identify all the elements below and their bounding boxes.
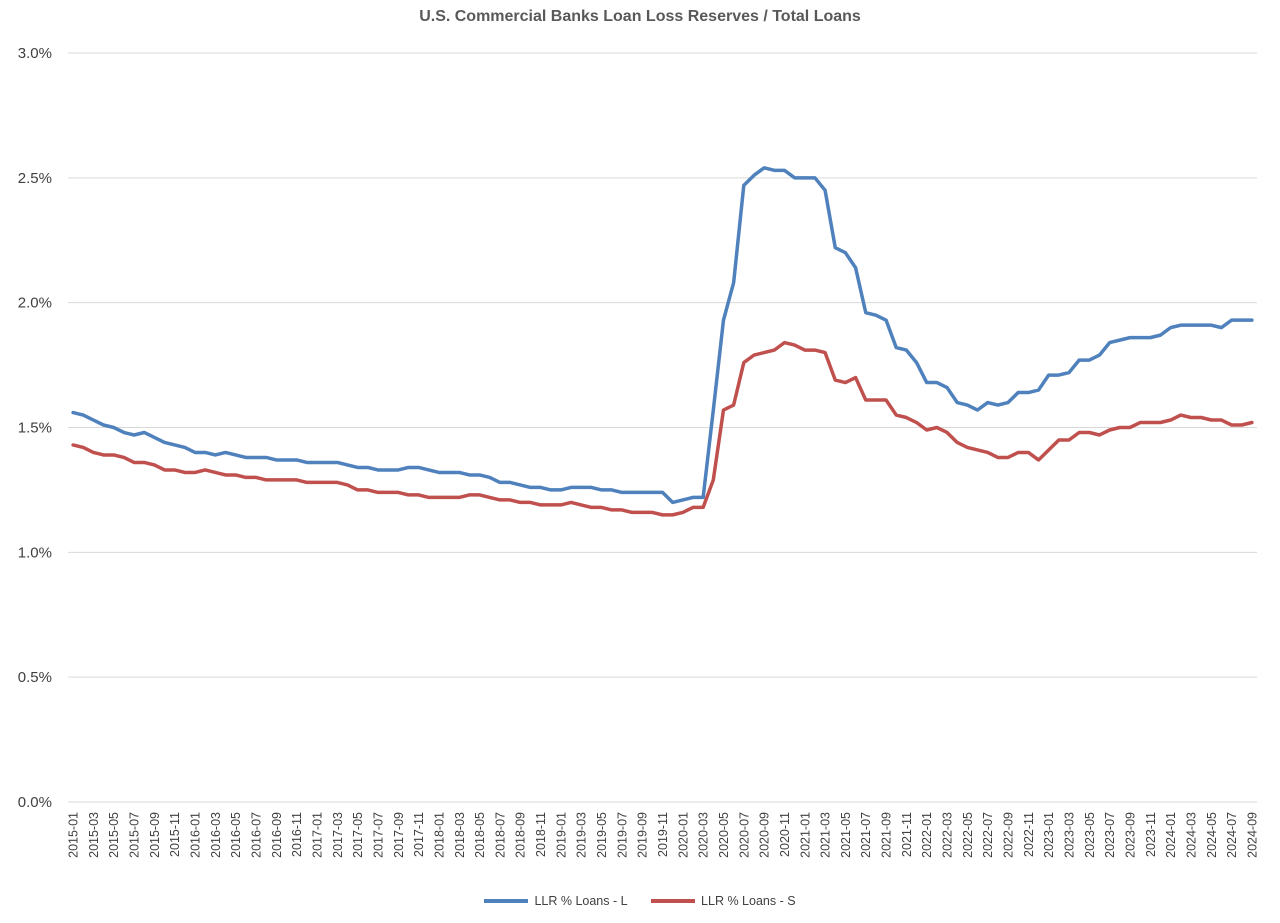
- x-tick-label: 2018-01: [432, 812, 446, 858]
- x-axis-ticks: 2015-01 2015-03 2015-05 2015-07 2015-09 2015-…: [67, 812, 1260, 858]
- x-tick-label: 2021-09: [880, 812, 894, 858]
- x-tick-label: 2021-07: [859, 812, 873, 858]
- x-tick-label: 2018-07: [493, 812, 507, 858]
- x-tick-label: 2018-05: [473, 812, 487, 858]
- x-tick-label: 2019-03: [575, 812, 589, 858]
- y-tick-label: 0.5%: [18, 669, 52, 686]
- y-axis-ticks: 0.0% 0.5% 1.0% 1.5% 2.0% 2.5% 3.0%: [18, 45, 52, 811]
- x-tick-label: 2021-01: [798, 812, 812, 858]
- x-tick-label: 2019-05: [595, 812, 609, 858]
- x-tick-label: 2024-07: [1225, 812, 1239, 858]
- series-lines: [71, 166, 1254, 517]
- x-tick-label: 2019-07: [615, 812, 629, 858]
- x-tick-label: 2017-11: [412, 812, 426, 857]
- series-line-s: [71, 340, 1254, 517]
- gridlines: [68, 52, 1257, 803]
- x-tick-label: 2019-11: [656, 812, 670, 857]
- x-tick-label: 2019-01: [554, 812, 568, 858]
- x-tick-label: 2023-01: [1042, 812, 1056, 858]
- x-tick-label: 2020-05: [717, 812, 731, 858]
- legend: LLR % Loans - L LLR % Loans - S: [0, 893, 1280, 908]
- legend-item-l: LLR % Loans - L: [484, 893, 628, 908]
- x-tick-label: 2016-07: [250, 812, 264, 858]
- x-tick-label: 2023-05: [1083, 812, 1097, 858]
- x-tick-label: 2016-05: [229, 812, 243, 858]
- x-tick-label: 2023-09: [1123, 812, 1137, 858]
- y-tick-label: 1.0%: [18, 544, 52, 561]
- x-tick-label: 2018-11: [534, 812, 548, 857]
- x-tick-label: 2022-03: [941, 812, 955, 858]
- x-tick-label: 2022-05: [961, 812, 975, 858]
- x-tick-label: 2023-03: [1062, 812, 1076, 858]
- x-tick-label: 2022-09: [1002, 812, 1016, 858]
- y-tick-label: 1.5%: [18, 420, 52, 437]
- x-tick-label: 2017-09: [392, 812, 406, 858]
- y-tick-label: 2.5%: [18, 170, 52, 187]
- x-tick-label: 2015-07: [128, 812, 142, 858]
- x-tick-label: 2016-03: [209, 812, 223, 858]
- x-tick-label: 2015-09: [148, 812, 162, 858]
- x-tick-label: 2016-11: [290, 812, 304, 857]
- x-tick-label: 2024-05: [1205, 812, 1219, 858]
- x-tick-label: 2018-09: [514, 812, 528, 858]
- x-tick-label: 2019-09: [636, 812, 650, 858]
- x-tick-label: 2017-03: [331, 812, 345, 858]
- y-tick-label: 0.0%: [18, 794, 52, 811]
- x-tick-label: 2024-09: [1245, 812, 1259, 858]
- x-tick-label: 2021-03: [819, 812, 833, 858]
- x-tick-label: 2017-07: [371, 812, 385, 858]
- x-tick-label: 2021-05: [839, 812, 853, 858]
- x-tick-label: 2020-09: [758, 812, 772, 858]
- legend-item-s: LLR % Loans - S: [651, 894, 796, 908]
- x-tick-label: 2020-03: [697, 812, 711, 858]
- legend-label-s: LLR % Loans - S: [701, 893, 796, 908]
- y-tick-label: 2.0%: [18, 295, 52, 312]
- x-tick-label: 2023-07: [1103, 812, 1117, 858]
- x-tick-label: 2020-11: [778, 812, 792, 857]
- x-tick-label: 2015-11: [168, 812, 182, 857]
- series-line-l: [71, 166, 1254, 505]
- x-tick-label: 2017-05: [351, 812, 365, 858]
- x-tick-label: 2015-01: [67, 812, 81, 858]
- x-tick-label: 2020-01: [676, 812, 690, 858]
- x-tick-label: 2024-01: [1164, 812, 1178, 858]
- x-tick-label: 2022-11: [1022, 812, 1036, 857]
- x-tick-label: 2016-01: [189, 812, 203, 858]
- x-tick-label: 2016-09: [270, 812, 284, 858]
- legend-swatch-l: [484, 899, 529, 904]
- x-tick-label: 2018-03: [453, 812, 467, 858]
- x-tick-label: 2022-01: [920, 812, 934, 858]
- x-tick-label: 2022-07: [981, 812, 995, 858]
- x-tick-label: 2020-07: [737, 812, 751, 858]
- x-tick-label: 2023-11: [1144, 812, 1158, 857]
- x-tick-label: 2021-11: [900, 812, 914, 857]
- x-tick-label: 2015-03: [87, 812, 101, 858]
- x-tick-label: 2015-05: [107, 812, 121, 858]
- legend-label-l: LLR % Loans - L: [534, 893, 628, 908]
- x-tick-label: 2024-03: [1184, 812, 1198, 858]
- y-tick-label: 3.0%: [18, 45, 52, 62]
- legend-swatch-s: [651, 899, 696, 904]
- x-tick-label: 2017-01: [310, 812, 324, 858]
- chart-title: U.S. Commercial Banks Loan Loss Reserves…: [419, 8, 861, 25]
